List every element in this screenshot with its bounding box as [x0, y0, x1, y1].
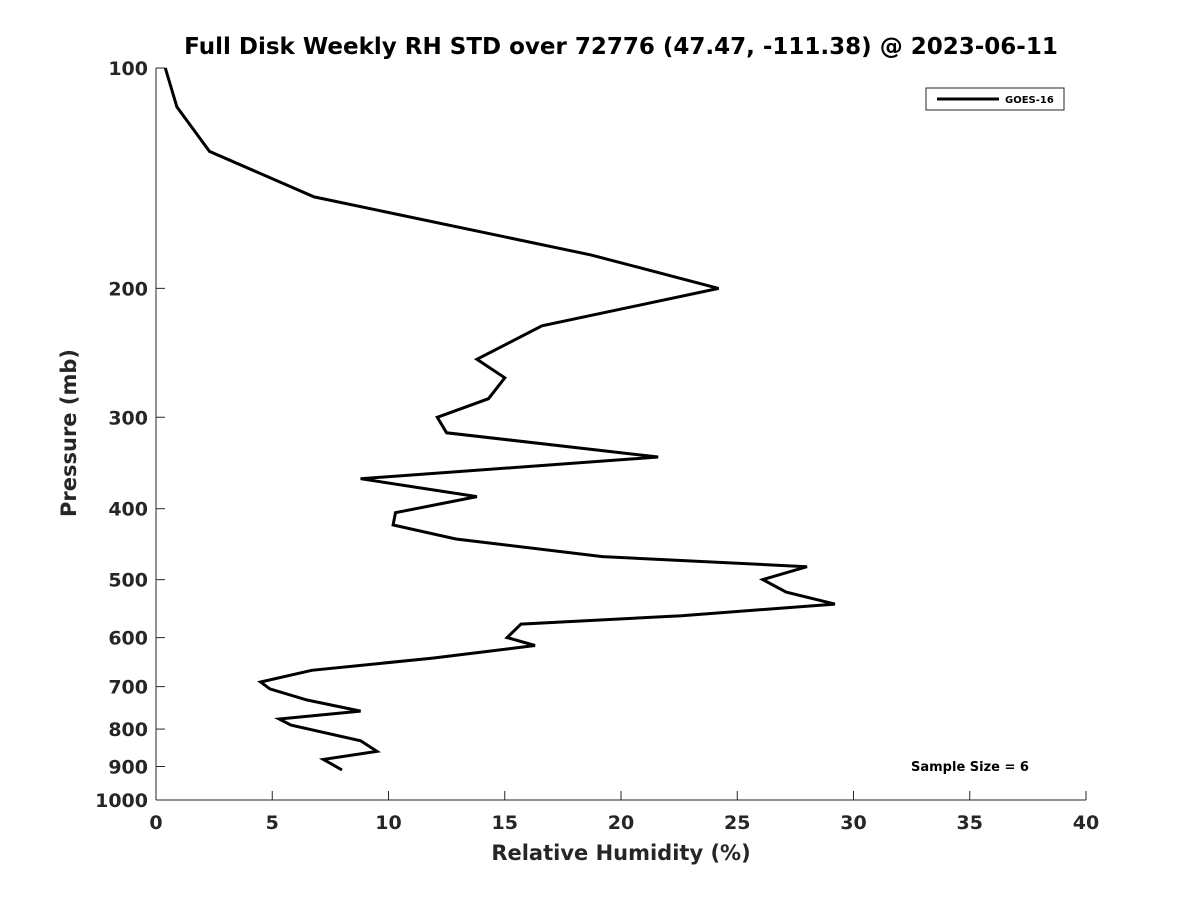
axes — [155, 68, 1086, 801]
y-axis-label: Pressure (mb) — [57, 349, 81, 517]
sample-size-annotation: Sample Size = 6 — [911, 760, 1029, 775]
x-tick-label: 10 — [375, 812, 401, 834]
y-tick-label: 400 — [108, 499, 148, 521]
x-tick-label: 0 — [149, 812, 162, 834]
y-tick-label: 800 — [108, 719, 148, 741]
x-tick-label: 30 — [840, 812, 866, 834]
y-tick-label: 300 — [108, 407, 148, 429]
x-tick-label: 40 — [1073, 812, 1099, 834]
series-layer — [163, 67, 836, 772]
y-tick-label: 900 — [108, 757, 148, 779]
x-tick-label: 5 — [266, 812, 279, 834]
series-line-goes-16 — [163, 67, 836, 772]
y-tick-label: 100 — [108, 58, 148, 80]
legend-label-goes-16: GOES-16 — [1005, 95, 1054, 106]
legend: GOES-16 — [925, 87, 1065, 111]
x-tick-label: 25 — [724, 812, 750, 834]
x-axis-ticks: 0 5 10 15 20 25 30 35 40 — [149, 791, 1099, 834]
x-tick-label: 15 — [492, 812, 518, 834]
y-axis-ticks: 100 200 300 400 500 600 700 800 900 1000 — [95, 58, 165, 812]
chart-title: Full Disk Weekly RH STD over 72776 (47.4… — [184, 34, 1058, 60]
x-tick-label: 35 — [957, 812, 983, 834]
y-tick-label: 600 — [108, 628, 148, 650]
x-axis-label: Relative Humidity (%) — [491, 841, 750, 865]
y-tick-label: 500 — [108, 570, 148, 592]
x-tick-label: 20 — [608, 812, 634, 834]
plot-area — [156, 68, 1086, 800]
y-tick-label: 1000 — [95, 790, 148, 812]
y-tick-label: 700 — [108, 677, 148, 699]
y-tick-label: 200 — [108, 278, 148, 300]
